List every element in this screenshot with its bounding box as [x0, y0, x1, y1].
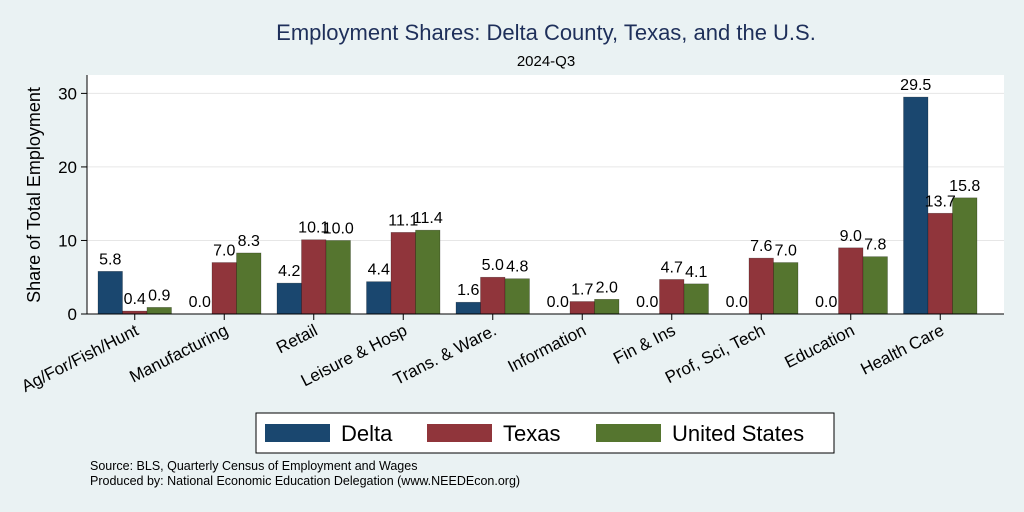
y-tick-label: 10 — [58, 231, 77, 250]
bar — [838, 247, 864, 315]
data-label: 4.8 — [506, 259, 528, 276]
data-label: 7.0 — [775, 243, 797, 260]
bar — [862, 256, 888, 315]
data-label: 10.0 — [323, 220, 354, 237]
bar — [480, 276, 506, 315]
data-label: 11.1 — [388, 212, 418, 229]
footer: Source: BLS, Quarterly Census of Employm… — [90, 459, 520, 489]
data-label: 0.0 — [815, 294, 837, 311]
legend: Delta Texas United States — [255, 412, 835, 454]
data-label: 1.6 — [457, 282, 479, 299]
bar — [927, 212, 953, 315]
bar — [773, 262, 799, 315]
bar — [569, 301, 595, 315]
data-label: 8.3 — [238, 233, 260, 250]
legend-items: Delta Texas United States — [265, 421, 804, 446]
data-label: 4.7 — [661, 259, 683, 276]
legend-label: United States — [672, 421, 804, 446]
x-tick-label: Fin & Ins — [610, 321, 678, 368]
data-label: 4.4 — [368, 262, 390, 279]
y-tick-label: 30 — [58, 84, 77, 103]
data-label: 5.0 — [482, 257, 504, 274]
legend-label: Delta — [341, 421, 393, 446]
y-tick-label: 0 — [68, 305, 77, 324]
data-label: 29.5 — [900, 77, 931, 94]
bar — [659, 279, 685, 315]
legend-label: Texas — [503, 421, 560, 446]
bar — [276, 282, 302, 315]
legend-box — [255, 412, 835, 454]
source-note: Source: BLS, Quarterly Census of Employm… — [90, 459, 418, 473]
data-label: 10.1 — [298, 220, 329, 237]
bar — [390, 232, 416, 315]
data-label: 5.8 — [99, 251, 121, 268]
bar — [366, 281, 392, 315]
data-label: 2.0 — [596, 279, 618, 296]
data-labels-layer: 5.80.4 0.9 0.07.08.34.210.110.04.411.111.4… — [99, 77, 980, 311]
bar — [748, 257, 774, 315]
x-tick-label: Education — [782, 321, 858, 372]
data-label: 7.6 — [750, 238, 772, 255]
legend-swatch — [265, 424, 330, 442]
data-label: 4.1 — [685, 264, 707, 281]
bar — [211, 262, 237, 315]
bar — [952, 197, 978, 315]
data-label: 0.0 — [726, 294, 748, 311]
bar — [301, 239, 327, 315]
y-tick-label: 20 — [58, 158, 77, 177]
bars-layer — [97, 96, 978, 315]
x-tick-label: Manufacturing — [126, 321, 231, 387]
data-label: 0.9 — [148, 287, 170, 304]
x-tick-label: Health Care — [858, 321, 947, 379]
x-tick-label: Ag/For/Fish/Hunt — [18, 321, 141, 396]
x-tick-label: Retail — [273, 321, 320, 358]
bar — [594, 298, 620, 315]
x-tick-label: Information — [505, 321, 589, 377]
bar — [415, 229, 441, 315]
bar — [146, 307, 172, 315]
x-tick-label: Prof, Sci, Tech — [662, 321, 768, 388]
bar — [455, 301, 481, 315]
data-label: 15.8 — [949, 178, 980, 195]
data-label: 7.0 — [213, 243, 235, 260]
data-label: 11.4 — [413, 210, 443, 227]
bar — [325, 240, 351, 315]
chart-title: Employment Shares: Delta County, Texas, … — [276, 20, 816, 45]
bar — [504, 278, 530, 315]
data-label: 9.0 — [840, 228, 862, 245]
data-label: 0.0 — [189, 294, 211, 311]
y-axis-label: Share of Total Employment — [24, 87, 44, 303]
grid-layer — [87, 92, 1004, 241]
data-label: 0.0 — [547, 294, 569, 311]
data-label: 0.0 — [636, 294, 658, 311]
chart-subtitle: 2024-Q3 — [517, 53, 575, 70]
legend-swatch — [427, 424, 492, 442]
data-label: 7.8 — [864, 237, 886, 254]
bar — [97, 271, 123, 315]
bar — [683, 283, 709, 315]
produced-by-note: Produced by: National Economic Education… — [90, 474, 521, 488]
data-label: 4.2 — [278, 263, 300, 280]
y-axis: 0 10 20 30 — [58, 84, 87, 324]
legend-swatch — [596, 424, 661, 442]
data-label: 0.4 — [124, 291, 146, 308]
data-label: 13.7 — [925, 193, 956, 210]
data-label: 1.7 — [571, 281, 593, 298]
bar — [236, 252, 262, 315]
